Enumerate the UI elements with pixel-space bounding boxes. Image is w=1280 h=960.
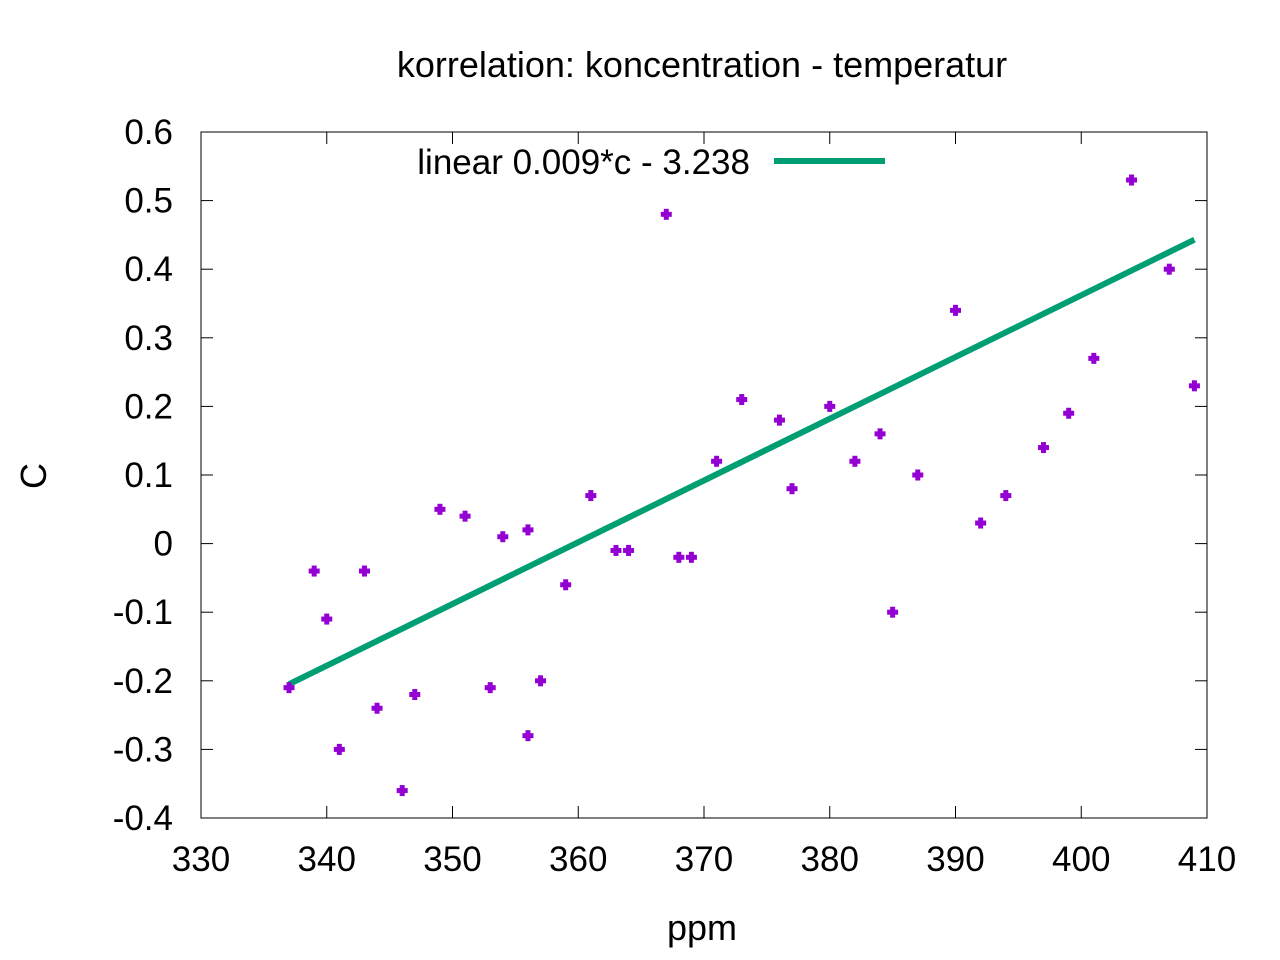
data-point xyxy=(283,682,295,694)
data-point xyxy=(1063,407,1075,419)
data-point xyxy=(673,551,685,563)
data-point xyxy=(912,469,924,481)
fit-line xyxy=(287,237,1196,687)
data-point xyxy=(849,455,861,467)
data-point xyxy=(773,414,785,426)
data-point xyxy=(333,743,345,755)
data-point xyxy=(660,208,672,220)
data-point xyxy=(786,483,798,495)
y-tick-label: -0.1 xyxy=(113,593,173,632)
data-point xyxy=(1163,263,1175,275)
data-point xyxy=(950,304,961,316)
data-point xyxy=(560,579,572,591)
data-point xyxy=(887,606,899,618)
y-tick-label: -0.4 xyxy=(113,799,173,838)
y-tick-label: 0.1 xyxy=(124,456,173,495)
plot-frame xyxy=(200,131,1208,819)
x-tick-label: 340 xyxy=(298,840,356,879)
data-point xyxy=(1000,490,1012,502)
data-point xyxy=(685,551,697,563)
data-point xyxy=(321,613,333,625)
data-point xyxy=(484,682,496,694)
data-point xyxy=(585,490,597,502)
data-point xyxy=(1088,352,1100,364)
data-point xyxy=(371,702,383,714)
x-tick-label: 350 xyxy=(423,840,481,879)
y-tick-label: 0.4 xyxy=(124,250,173,289)
data-point xyxy=(1038,442,1050,454)
data-point xyxy=(434,503,446,515)
x-tick-label: 380 xyxy=(801,840,859,879)
data-point xyxy=(610,544,622,556)
data-point xyxy=(396,785,408,797)
data-point xyxy=(623,544,635,556)
data-point xyxy=(1188,380,1200,392)
data-point xyxy=(522,730,534,742)
legend: linear 0.009*c - 3.238 xyxy=(417,143,885,182)
y-axis-label: C xyxy=(13,463,54,489)
data-point xyxy=(358,565,370,577)
data-point xyxy=(975,517,987,529)
data-point xyxy=(1126,174,1138,186)
y-tick-label: 0.3 xyxy=(124,319,173,358)
x-tick-label: 370 xyxy=(675,840,733,879)
data-point xyxy=(522,524,534,536)
data-point xyxy=(409,689,421,701)
data-point xyxy=(874,428,886,440)
data-point xyxy=(459,510,471,522)
x-tick-label: 410 xyxy=(1178,840,1236,879)
legend-label: linear 0.009*c - 3.238 xyxy=(417,143,750,182)
data-point xyxy=(824,400,836,412)
chart-title: korrelation: koncentration - temperatur xyxy=(397,44,1007,85)
y-tick-label: 0.2 xyxy=(124,387,173,426)
x-tick-label: 330 xyxy=(172,840,230,879)
data-point xyxy=(497,531,509,543)
axis-ticks xyxy=(200,131,1208,819)
x-tick-label: 360 xyxy=(549,840,607,879)
x-tick-label: 390 xyxy=(926,840,984,879)
data-points xyxy=(283,174,1200,797)
x-tick-label: 400 xyxy=(1052,840,1110,879)
data-point xyxy=(535,675,547,687)
y-tick-label: 0.6 xyxy=(124,113,173,152)
tick-labels: 330 340 350 360 370 380 390 400 410 -0.4 -0.3 -0.2 -… xyxy=(113,113,1237,879)
fit-line-group xyxy=(287,237,1196,687)
data-point xyxy=(711,455,723,467)
y-tick-label: -0.2 xyxy=(113,662,173,701)
data-point xyxy=(736,394,748,406)
data-point xyxy=(308,565,320,577)
x-axis-label: ppm xyxy=(667,907,737,948)
y-tick-label: -0.3 xyxy=(113,730,173,769)
y-tick-label: 0.5 xyxy=(124,182,173,221)
y-tick-label: 0 xyxy=(154,525,173,564)
